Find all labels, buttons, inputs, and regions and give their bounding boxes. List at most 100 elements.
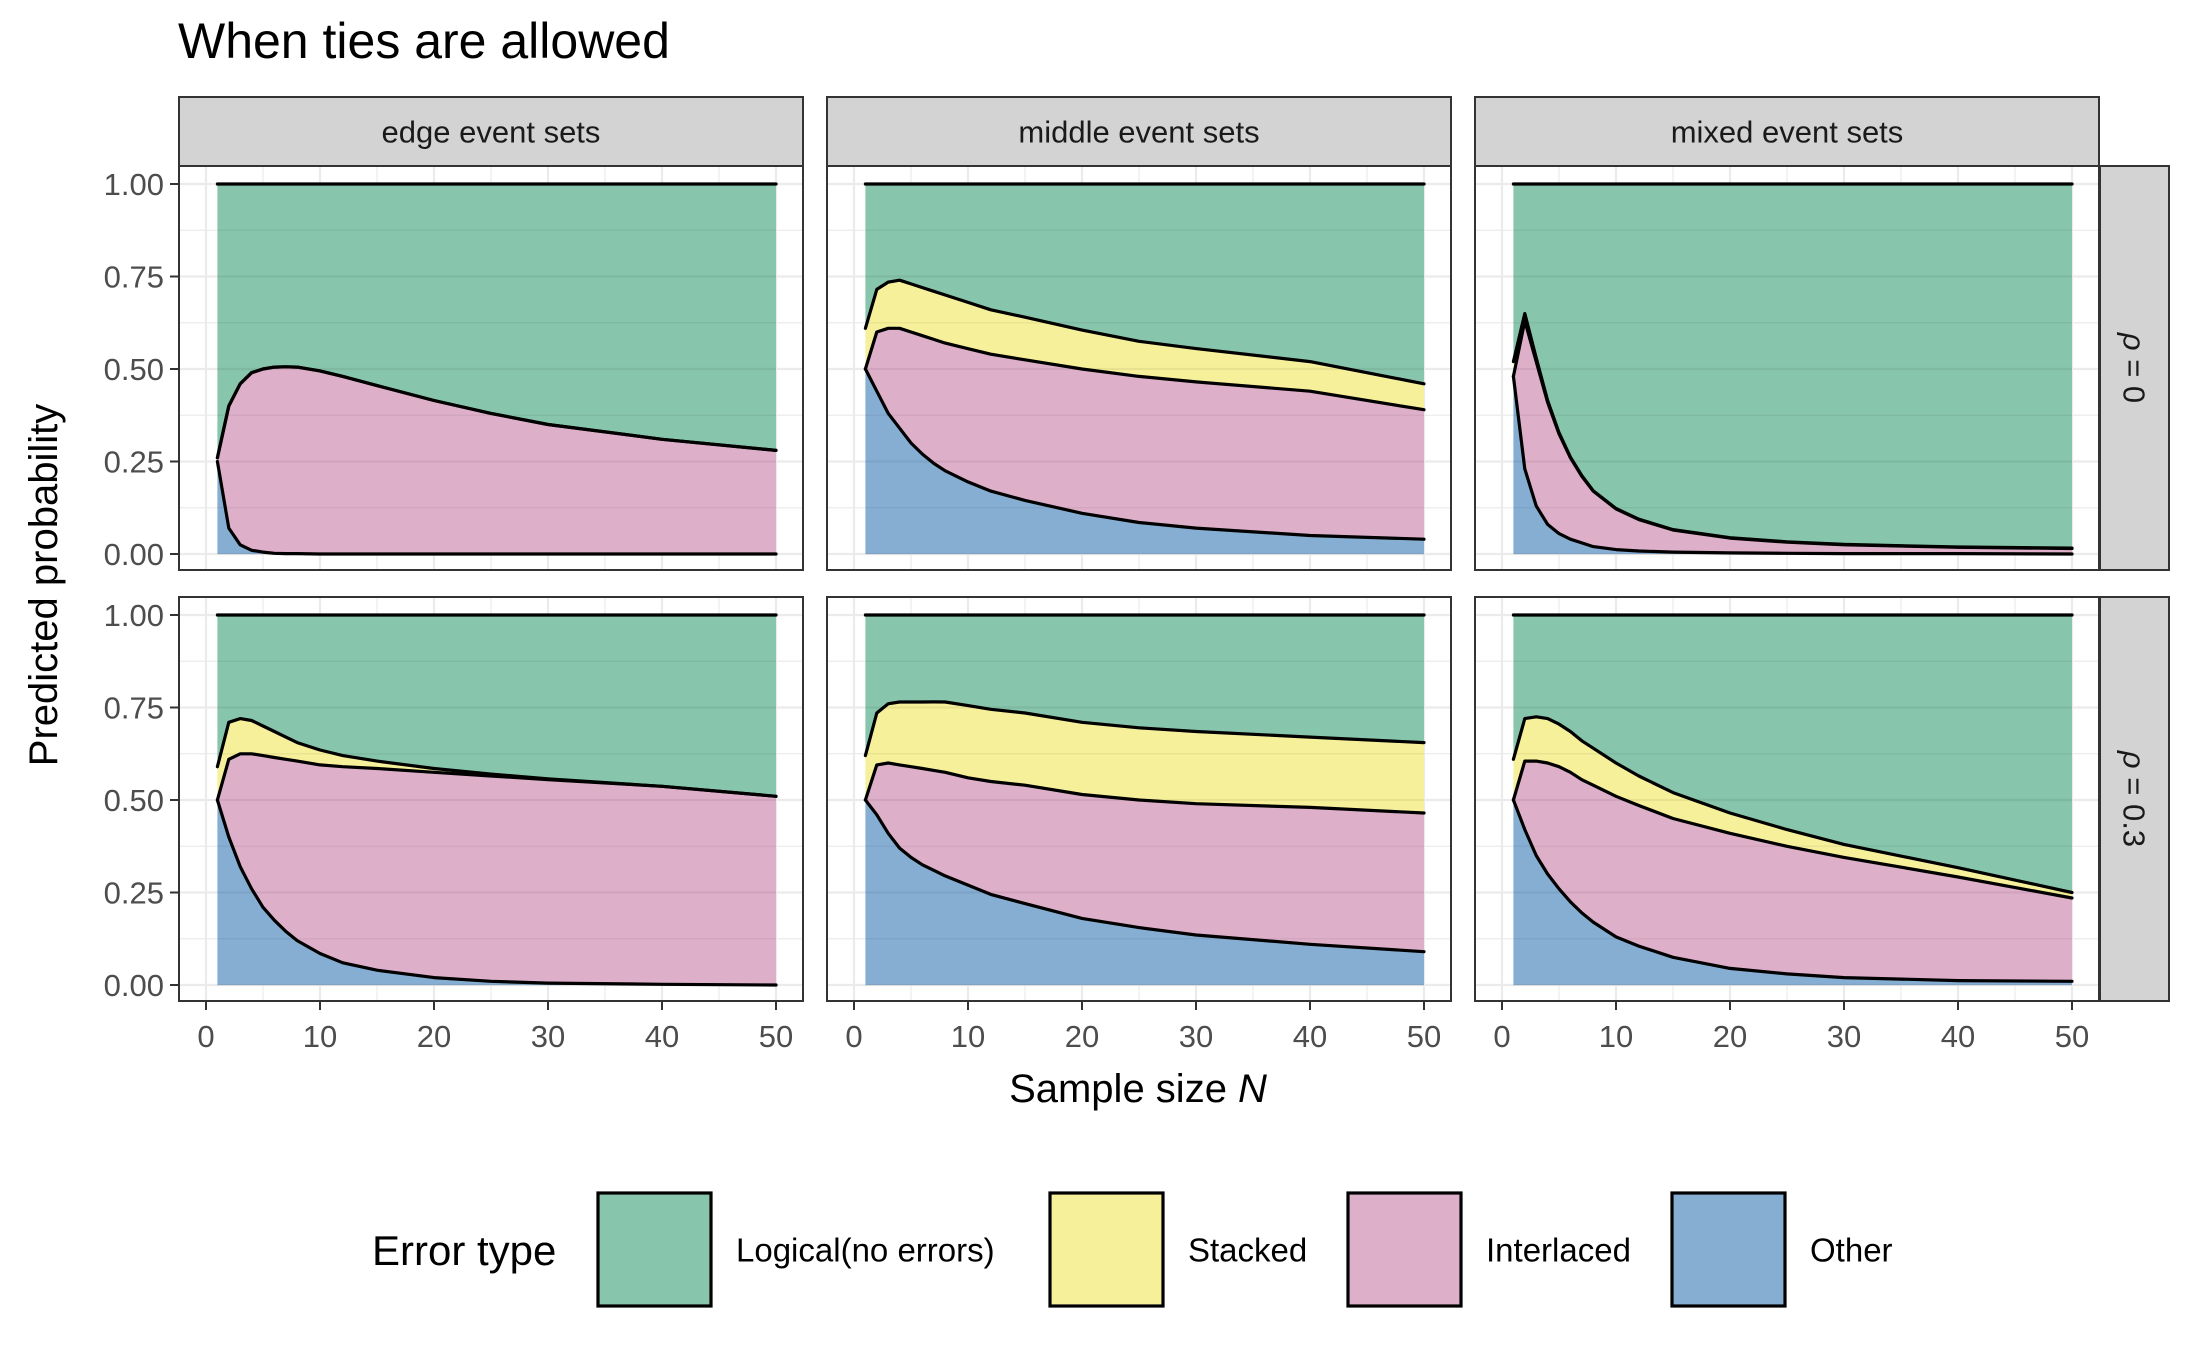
- area-interlaced: [217, 366, 776, 554]
- area-interlaced: [865, 763, 1424, 952]
- x-tick-label: 30: [1827, 1019, 1861, 1054]
- panel-1-2: [826, 165, 1452, 571]
- area-interlaced: [1513, 320, 2072, 554]
- boundary-line-stacked: [1511, 715, 2074, 895]
- boundary-line-stacked: [863, 278, 1426, 386]
- area-stacked: [865, 701, 1424, 813]
- y-axis-label: Predicted probability: [22, 404, 66, 766]
- x-tick-label: 10: [303, 1019, 337, 1054]
- boundary-line-other: [1511, 374, 2074, 556]
- area-interlaced: [1513, 761, 2072, 982]
- facet-row-label-2: ρ = 0.3: [2117, 750, 2152, 847]
- panel-2-2: 0 10 20 30 40 50: [826, 596, 1452, 1054]
- facet-strip-row-2: [2099, 596, 2170, 1002]
- y-tick-label: 0.25: [104, 445, 164, 480]
- x-tick-label: 50: [1407, 1019, 1441, 1054]
- legend-label-4: Other: [1810, 1232, 1893, 1269]
- facet-row-label-1: ρ = 0: [2117, 332, 2152, 403]
- boundary-line-other: [863, 367, 1426, 541]
- area-other: [865, 369, 1424, 554]
- boundary-line-stacked: [215, 365, 778, 460]
- facet-row-var: ρ: [2117, 332, 2152, 351]
- y-tick-label: 1.00: [104, 167, 164, 202]
- area-logical: [1513, 615, 2072, 893]
- boundary-line-interlaced: [1511, 759, 2074, 900]
- legend-label-1: Logical(no errors): [736, 1232, 995, 1269]
- y-tick-label: 0.75: [104, 260, 164, 295]
- boundary-line-interlaced: [863, 326, 1426, 412]
- boundary-line-stacked: [1511, 311, 2074, 550]
- panel-1-3: [1474, 165, 2100, 571]
- facet-col-label-2: middle event sets: [1018, 115, 1259, 150]
- y-tick-label: 0.00: [104, 537, 164, 572]
- facet-strip-row-1: [2099, 165, 2170, 571]
- panel-2-1: 0.00 0.25 0.50 0.75 1.00 0 10 20 30 40 50: [104, 596, 804, 1054]
- x-tick-label: 10: [951, 1019, 985, 1054]
- y-tick-label: 0.75: [104, 691, 164, 726]
- boundary-line-other: [1511, 798, 2074, 983]
- x-tick-label: 30: [1179, 1019, 1213, 1054]
- facet-col-label-3: mixed event sets: [1671, 115, 1904, 150]
- legend-label-3: Interlaced: [1486, 1232, 1631, 1269]
- x-tick-label: 40: [1941, 1019, 1975, 1054]
- y-tick-label: 0.25: [104, 876, 164, 911]
- area-logical: [217, 184, 776, 458]
- legend-label-2: Stacked: [1188, 1232, 1307, 1269]
- x-axis-label-text: Sample size: [1009, 1067, 1238, 1111]
- y-tick-label: 0.50: [104, 352, 164, 387]
- area-other: [865, 800, 1424, 985]
- panel-border: [826, 596, 1452, 1002]
- y-tick-label: 0.50: [104, 783, 164, 818]
- facet-row-value: = 0.3: [2117, 769, 2152, 847]
- x-tick-label: 0: [1493, 1019, 1510, 1054]
- legend: Error type Logical(no errors) Stacked Inte…: [372, 1191, 1893, 1308]
- area-stacked: [1513, 716, 2072, 898]
- area-logical: [217, 615, 776, 797]
- legend-title: Error type: [372, 1227, 556, 1274]
- boundary-line-interlaced: [863, 761, 1426, 815]
- area-logical: [1513, 184, 2072, 549]
- area-other: [1513, 800, 2072, 985]
- x-tick-label: 0: [845, 1019, 862, 1054]
- facet-strip-col-1: [178, 96, 804, 167]
- area-stacked: [865, 280, 1424, 410]
- panel-1-1: 0.00 0.25 0.50 0.75 1.00: [104, 165, 804, 572]
- facet-row-value: = 0: [2117, 351, 2152, 404]
- facet-row-var: ρ: [2117, 750, 2152, 769]
- legend-key-4: [1670, 1191, 1787, 1308]
- x-tick-label: 30: [531, 1019, 565, 1054]
- area-logical: [865, 615, 1424, 756]
- area-stacked: [217, 718, 776, 800]
- boundary-line-other: [215, 459, 778, 556]
- x-tick-label: 20: [1065, 1019, 1099, 1054]
- boundary-line-other: [863, 798, 1426, 954]
- facet-strip-col-2: [826, 96, 1452, 167]
- boundary-line-stacked: [215, 717, 778, 798]
- panel-border: [1474, 596, 2100, 1002]
- x-tick-label: 40: [1293, 1019, 1327, 1054]
- x-tick-label: 50: [759, 1019, 793, 1054]
- boundary-line-other: [215, 798, 778, 987]
- area-interlaced: [865, 328, 1424, 540]
- legend-key-2: [1048, 1191, 1165, 1308]
- panel-border: [1474, 165, 2100, 571]
- area-interlaced: [217, 753, 776, 985]
- boundary-line-stacked: [863, 700, 1426, 758]
- x-tick-label: 0: [197, 1019, 214, 1054]
- x-axis-label: Sample size N: [1009, 1067, 1267, 1111]
- facet-col-label-1: edge event sets: [382, 115, 601, 150]
- y-tick-label: 0.00: [104, 968, 164, 1003]
- panels: edge event sets middle event sets mixed ev…: [104, 96, 2170, 1054]
- x-tick-label: 20: [417, 1019, 451, 1054]
- y-tick-label: 1.00: [104, 598, 164, 633]
- legend-key-1: [596, 1191, 713, 1308]
- panel-border: [826, 165, 1452, 571]
- area-other: [217, 800, 776, 985]
- chart-title: When ties are allowed: [178, 13, 670, 69]
- x-tick-label: 40: [645, 1019, 679, 1054]
- panel-2-3: 0 10 20 30 40 50: [1474, 596, 2100, 1054]
- x-tick-label: 10: [1599, 1019, 1633, 1054]
- x-tick-label: 50: [2055, 1019, 2089, 1054]
- x-tick-label: 20: [1713, 1019, 1747, 1054]
